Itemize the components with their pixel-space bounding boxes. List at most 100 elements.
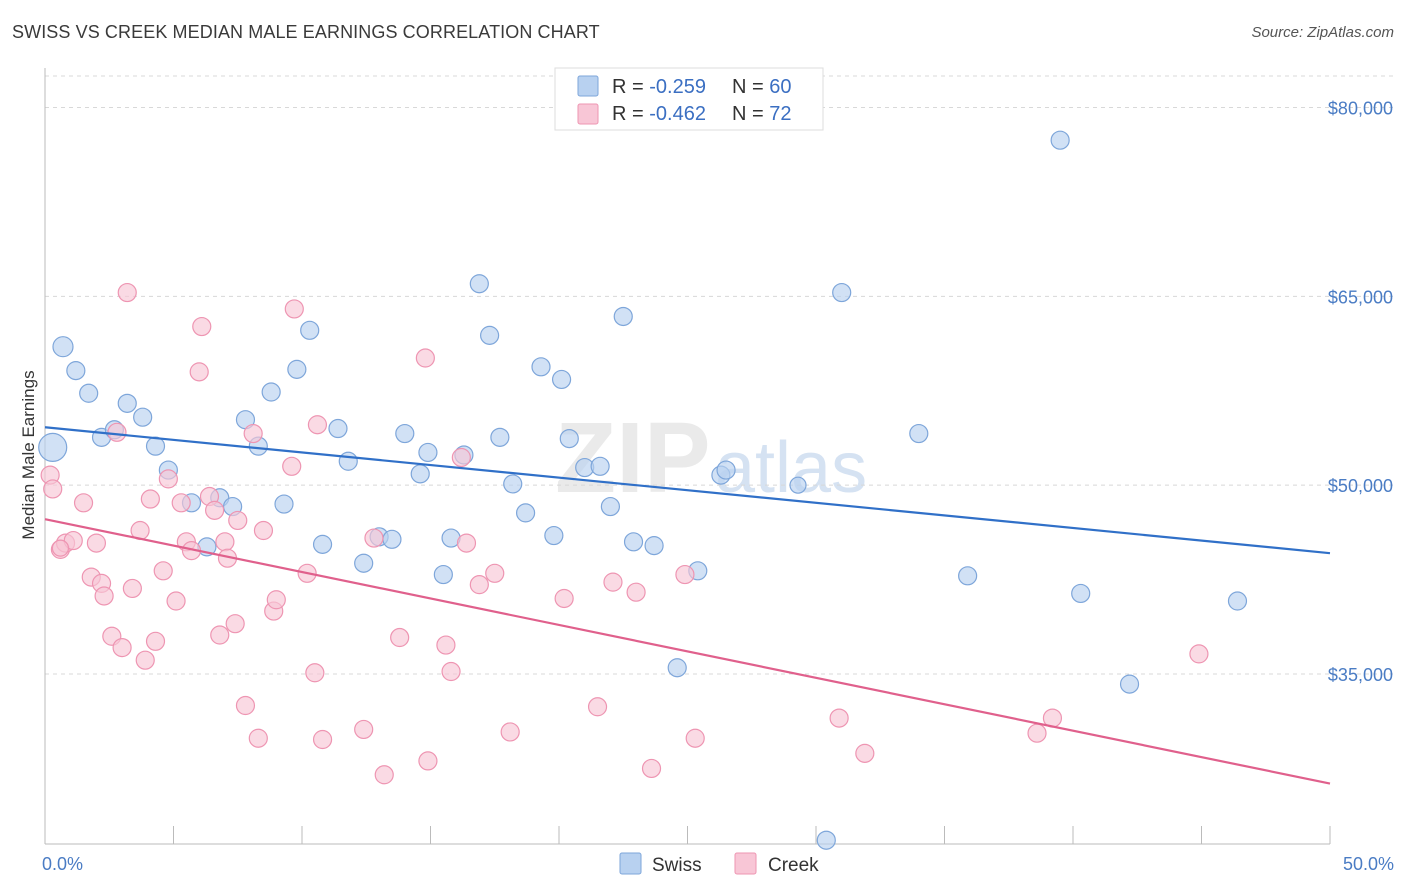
legend-row-creek: R = -0.462 — [612, 103, 706, 125]
swiss-point-51 — [832, 282, 852, 303]
creek-point-60 — [587, 697, 608, 717]
creek-point-11 — [107, 422, 127, 442]
swiss-point-46 — [644, 536, 664, 556]
watermark-zip: ZIP — [555, 402, 711, 514]
creek-point-9 — [94, 586, 114, 606]
creek-point-18 — [145, 631, 166, 651]
legend-swiss-n-value: 60 — [769, 76, 791, 98]
swiss-point-22 — [338, 451, 358, 471]
swiss-point-37 — [531, 357, 551, 377]
legend-swatch-creek — [577, 103, 599, 125]
creek-point-67 — [855, 743, 875, 763]
swiss-point-16 — [261, 382, 281, 402]
swiss-point-56 — [1119, 674, 1140, 694]
swiss-point-55 — [1071, 583, 1091, 604]
swiss-point-52 — [909, 423, 929, 444]
creek-point-26 — [192, 316, 212, 337]
swiss-point-43 — [600, 496, 621, 517]
watermark: ZIP atlas — [555, 402, 867, 514]
swiss-trend-line — [44, 426, 1331, 555]
creek-point-25 — [189, 362, 209, 382]
creek-point-68 — [1027, 723, 1047, 743]
creek-point-56 — [469, 575, 489, 595]
creek-point-41 — [284, 299, 304, 319]
creek-point-35 — [243, 423, 263, 444]
swiss-point-45 — [623, 532, 644, 552]
creek-point-29 — [210, 625, 230, 645]
creek-point-34 — [235, 695, 256, 716]
creek-point-57 — [485, 563, 505, 583]
legend-row-swiss-n: N = 60 — [732, 76, 792, 98]
creek-point-28 — [205, 500, 225, 520]
y-tick-label-1: $65,000 — [1328, 287, 1393, 307]
swiss-point-17 — [274, 494, 294, 514]
swiss-point-2 — [66, 361, 86, 381]
creek-point-61 — [603, 572, 623, 592]
creek-point-53 — [441, 661, 461, 682]
swiss-point-28 — [418, 442, 438, 463]
swiss-point-7 — [133, 407, 153, 427]
swiss-point-27 — [410, 464, 430, 484]
legend: R = -0.259 N = 60 R = -0.462 N = 72 — [554, 67, 824, 131]
y-axis-label: Median Male Earnings — [19, 370, 38, 539]
swiss-point-32 — [469, 274, 489, 294]
creek-point-49 — [390, 627, 410, 648]
creek-point-30 — [215, 532, 235, 552]
swiss-point-3 — [79, 383, 99, 403]
creek-point-62 — [626, 582, 646, 602]
swiss-point-44 — [613, 306, 633, 327]
creek-point-21 — [166, 591, 186, 611]
swiss-point-23 — [354, 553, 374, 573]
creek-point-37 — [253, 520, 274, 541]
creek-point-64 — [675, 564, 695, 585]
creek-point-45 — [312, 729, 333, 750]
creek-point-55 — [456, 533, 477, 553]
swiss-point-38 — [544, 525, 564, 546]
swiss-point-29 — [433, 564, 453, 585]
swiss-point-25 — [382, 529, 402, 549]
bottom-legend-swatch-creek — [734, 852, 757, 875]
swiss-point-6 — [117, 393, 137, 413]
creek-point-22 — [171, 493, 191, 513]
x-tick-labels: 0.0% 50.0% — [42, 854, 1394, 874]
swiss-point-59 — [789, 476, 807, 494]
bottom-legend-swatch-swiss — [619, 852, 642, 875]
creek-point-59 — [554, 588, 574, 609]
creek-point-63 — [641, 758, 662, 779]
swiss-point-1 — [52, 336, 74, 358]
x-tick-label-0: 0.0% — [42, 854, 83, 874]
creek-point-12 — [112, 637, 132, 658]
swiss-point-35 — [503, 474, 523, 494]
creek-trend-line — [44, 518, 1331, 785]
legend-row-creek-n: N = 72 — [732, 103, 792, 125]
creek-point-58 — [500, 722, 520, 742]
swiss-point-18 — [287, 359, 307, 379]
swiss-point-42 — [590, 456, 610, 476]
chart-title: SWISS VS CREEK MEDIAN MALE EARNINGS CORR… — [12, 22, 600, 42]
y-tick-labels: $80,000 $65,000 $50,000 $35,000 — [1328, 98, 1393, 685]
bottom-legend-creek: Creek — [768, 855, 819, 876]
swiss-point-57 — [1227, 591, 1248, 611]
creek-point-52 — [436, 635, 456, 655]
legend-swiss-r-label: R = — [612, 76, 649, 98]
creek-point-47 — [364, 528, 384, 548]
creek-point-33 — [228, 510, 248, 531]
swiss-point-19 — [300, 320, 320, 340]
y-tick-label-0: $80,000 — [1328, 98, 1393, 118]
legend-swiss-r-value: -0.259 — [649, 76, 706, 98]
swiss-point-54 — [1050, 130, 1070, 150]
creek-point-48 — [374, 765, 394, 785]
y-tick-label-3: $35,000 — [1328, 665, 1393, 685]
grid — [45, 75, 1394, 675]
swiss-point-34 — [490, 427, 510, 447]
creek-point-32 — [225, 614, 245, 634]
creek-point-40 — [282, 456, 302, 476]
creek-point-39 — [266, 590, 286, 610]
creek-point-20 — [158, 469, 178, 489]
swiss-point-8 — [145, 436, 166, 456]
swiss-point-20 — [312, 534, 333, 554]
creek-point-65 — [685, 728, 705, 748]
swiss-point-21 — [328, 418, 348, 439]
legend-box — [554, 67, 824, 131]
